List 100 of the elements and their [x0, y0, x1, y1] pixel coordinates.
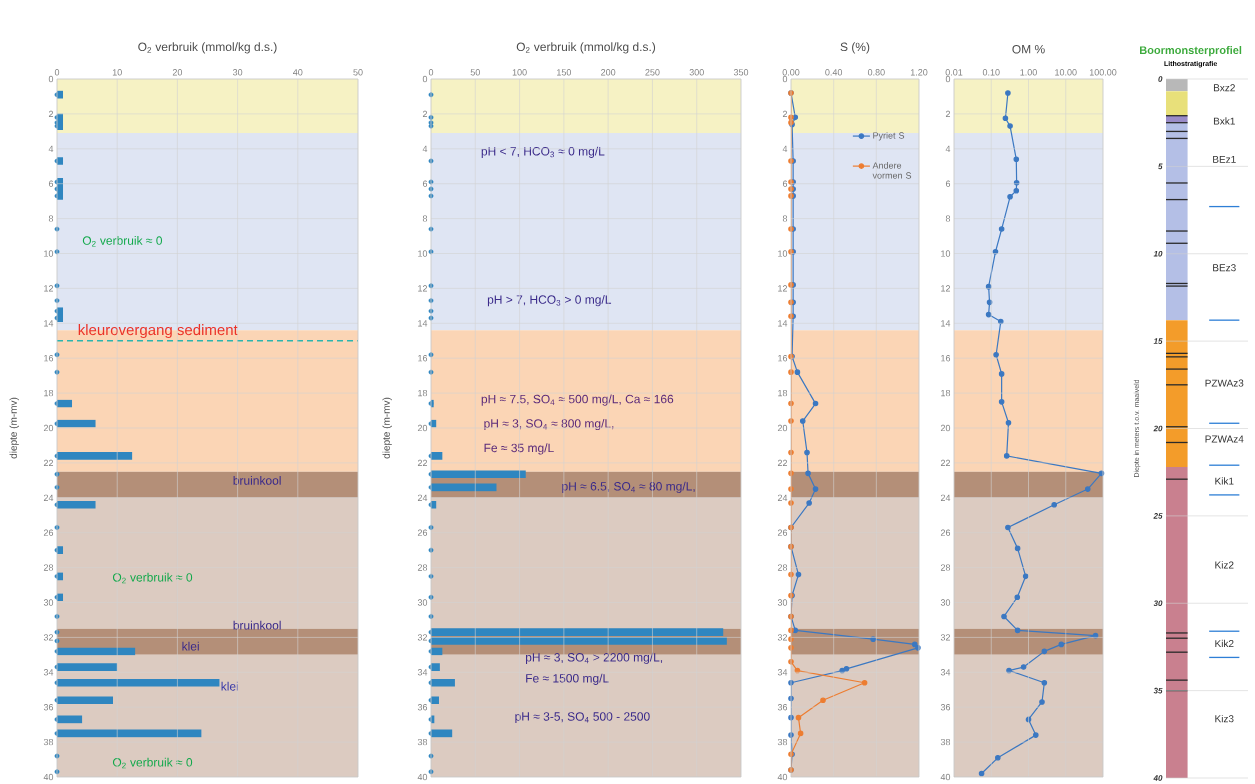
annotation: bruinkool	[233, 620, 281, 630]
y-tick-label: 38	[940, 738, 951, 746]
x-tick-label: 100.00	[1089, 69, 1117, 76]
x-tick-label: 10	[112, 69, 122, 76]
y-tick-label: 10	[941, 250, 951, 257]
y-tick-label: 12	[941, 285, 951, 292]
annotation: Bxz2	[1213, 84, 1235, 92]
y-tick-label: 28	[43, 564, 54, 571]
annotation: klei	[182, 641, 199, 651]
y-tick-label: 38	[777, 738, 788, 746]
y-tick-label: 2	[945, 110, 951, 117]
x-axis-title: O$_{2}$ verbruik (mmol/kg d.s.)	[516, 42, 656, 54]
y-tick-label: 8	[945, 215, 951, 222]
y-tick-label: 36	[417, 703, 428, 711]
y-tick-label: 10	[778, 250, 788, 257]
x-axis-title: S (%)	[840, 42, 870, 54]
y-tick-label: 22	[43, 459, 54, 466]
y-tick-label: 6	[945, 180, 951, 187]
x-tick-label: 50	[353, 69, 363, 76]
y-tick-label: 5	[1158, 163, 1163, 170]
y-tick-label: 38	[43, 738, 54, 746]
y-tick-label: 6	[782, 180, 788, 187]
y-tick-label: 14	[941, 320, 951, 327]
y-tick-label: 12	[44, 285, 54, 292]
annotation: Kik1	[1215, 477, 1234, 485]
y-tick-label: 16	[941, 354, 951, 362]
x-tick-label: 300	[689, 69, 704, 76]
y-tick-label: 4	[48, 145, 54, 152]
y-tick-label: 0	[782, 75, 788, 83]
y-tick-label: 28	[777, 564, 788, 571]
y-tick-label: 36	[777, 703, 788, 711]
y-tick-label: 0	[1158, 76, 1163, 82]
y-tick-label: 24	[940, 494, 951, 501]
y-tick-label: 2	[782, 110, 788, 117]
y-tick-label: 16	[418, 354, 428, 362]
x-tick-label: 350	[733, 69, 749, 76]
y-tick-label: 30	[777, 599, 788, 606]
y-tick-label: 6	[48, 180, 54, 187]
x-tick-label: 10.00	[1055, 69, 1077, 76]
annotation: PZWAz3	[1205, 379, 1244, 387]
y-tick-label: 32	[43, 634, 54, 641]
y-tick-label: 15	[1153, 338, 1163, 344]
y-tick-label: 2	[48, 110, 54, 117]
y-tick-label: 38	[417, 738, 428, 746]
annotation: pH > 7, HCO$_{3}$ > 0 mg/L	[487, 294, 612, 307]
legend-label: Andere vormen S	[872, 162, 912, 179]
y-tick-label: 40	[1153, 775, 1163, 781]
y-tick-label: 35	[1153, 687, 1163, 694]
legend-label: Pyriet S	[873, 131, 905, 141]
y-tick-label: 25	[1153, 512, 1163, 519]
y-tick-label: 26	[43, 529, 54, 536]
x-tick-label: 250	[645, 69, 660, 76]
y-tick-label: 40	[777, 773, 788, 781]
annotation: Kik2	[1215, 639, 1234, 647]
x-tick-label: 100	[512, 69, 527, 76]
x-axis-title: O$_{2}$ verbruik (mmol/kg d.s.)	[138, 42, 277, 54]
annotation: pH ≈ 7.5, SO$_{4}$ ≈ 500 mg/L, Ca ≈ 166	[481, 394, 674, 406]
y-tick-label: 18	[778, 389, 788, 397]
x-tick-label: 0.01	[945, 69, 963, 76]
y-tick-label: 40	[417, 773, 428, 781]
annotation: Kiz3	[1215, 714, 1234, 723]
annotation: pH ≈ 3, SO$_{4}$ ≈ 800 mg/L,	[484, 418, 614, 431]
x-tick-label: 0.10	[982, 69, 1000, 76]
y-tick-label: 26	[940, 529, 951, 536]
y-tick-label: 18	[44, 389, 54, 397]
y-tick-label: 30	[1153, 600, 1163, 607]
x-tick-label: 0.80	[867, 69, 885, 76]
x-tick-label: 150	[557, 69, 572, 76]
y-tick-label: 10	[44, 250, 54, 257]
y-tick-label: 12	[778, 285, 788, 292]
x-tick-label: 0.40	[825, 69, 843, 76]
y-tick-label: 18	[941, 389, 951, 397]
annotation: O$_{2}$ verbruik ≈ 0	[112, 757, 193, 769]
annotation: bruinkool	[233, 475, 281, 485]
annotation: pH ≈ 3, SO$_{4}$ > 2200 mg/L,	[525, 652, 663, 664]
x-tick-label: 20	[172, 69, 183, 76]
y-tick-label: 14	[778, 320, 788, 327]
y-tick-label: 20	[777, 424, 788, 432]
x-tick-label: 200	[601, 69, 616, 76]
annotation: O$_{2}$ verbruik ≈ 0	[112, 572, 193, 584]
y-tick-label: 24	[417, 494, 428, 501]
y-tick-label: 20	[940, 424, 951, 432]
annotation: Kiz2	[1215, 561, 1234, 569]
y-tick-label: 28	[940, 564, 951, 571]
y-tick-label: 32	[417, 634, 428, 641]
y-tick-label: 8	[782, 215, 788, 222]
y-tick-label: 40	[940, 773, 951, 781]
y-tick-label: 8	[48, 215, 54, 222]
y-tick-label: 8	[422, 215, 428, 222]
y-tick-label: 10	[418, 250, 428, 257]
y-tick-label: 30	[417, 599, 428, 606]
annotation: pH ≈ 6.5, SO$_{4}$ ≈ 80 mg/L,	[562, 481, 695, 493]
x-tick-label: 0	[428, 69, 434, 76]
annotation: PZWAz4	[1205, 435, 1244, 443]
annotation: BEz1	[1213, 155, 1236, 163]
y-tick-label: 32	[940, 634, 951, 641]
y-tick-label: 24	[777, 494, 788, 501]
annotation: Fe ≈ 1500 mg/L	[526, 673, 609, 685]
y-tick-label: 26	[777, 529, 788, 536]
y-tick-label: 0	[945, 75, 951, 83]
